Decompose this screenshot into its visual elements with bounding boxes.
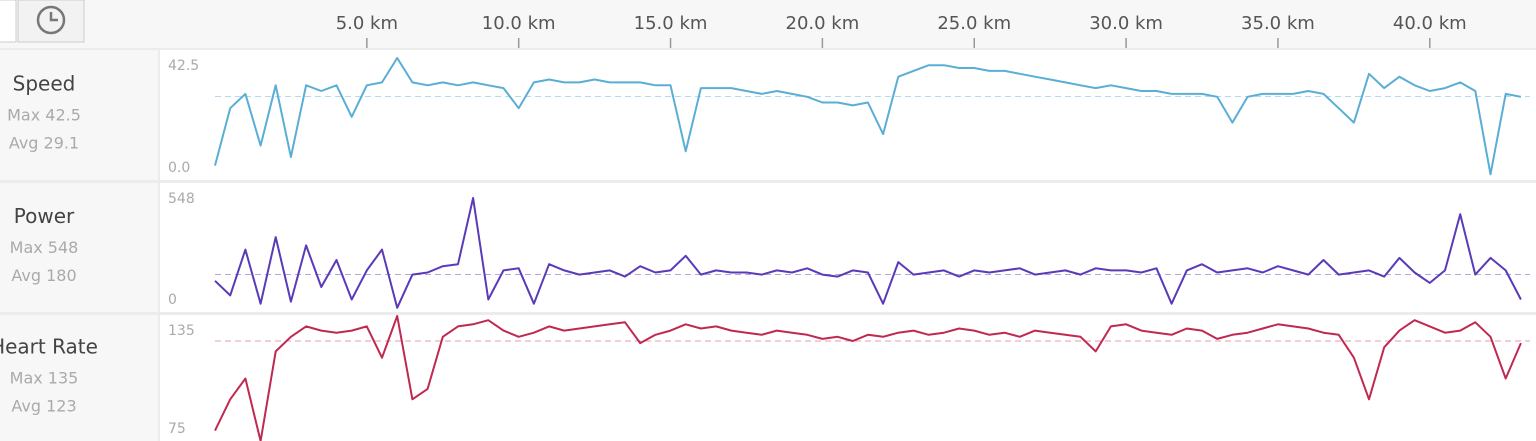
y-tick-label: 42.5 [168,58,199,74]
x-tick-label: 40.0 km [1393,13,1467,34]
x-tick-label: 20.0 km [786,13,860,34]
y-tick-label: 548 [168,191,195,207]
x-tick-label: 5.0 km [336,13,398,34]
metric-max: Max 548 [10,238,79,257]
y-tick-label: 0.0 [168,160,190,176]
sidebar: Speed Max 42.5 Avg 29.1 Power Max 548 Avg 180… [0,50,158,441]
y-tick-label: 0 [168,292,177,308]
metric-name: Power [14,204,75,228]
plot-area [160,50,1536,180]
y-tick-label: 75 [168,421,186,437]
clock-icon [36,5,66,35]
sidebar-cell [0,183,158,312]
metric-line [214,315,1522,441]
clock-hands [49,12,58,22]
sidebar-cell [0,50,158,180]
top-bar [0,0,1536,48]
x-tick-label: 30.0 km [1089,13,1163,34]
metric-avg: Avg 29.1 [9,134,79,153]
sidebar-cell [0,315,158,441]
y-tick-label: 135 [168,323,195,339]
metric-avg: Avg 123 [11,397,76,416]
x-tick-label: 25.0 km [937,13,1011,34]
metric-line [214,197,1522,309]
x-tick-label: 35.0 km [1241,13,1315,34]
metric-max: Max 42.5 [7,106,81,125]
metric-avg: Avg 180 [11,266,76,285]
metric-max: Max 135 [10,369,79,388]
metric-name: Speed [13,72,76,96]
metric-line [214,57,1522,176]
x-tick-label: 15.0 km [634,13,708,34]
plot-area [160,183,1536,312]
x-tick-label: 10.0 km [482,13,556,34]
metric-name: Heart Rate [0,335,98,359]
left-button[interactable] [0,0,17,43]
